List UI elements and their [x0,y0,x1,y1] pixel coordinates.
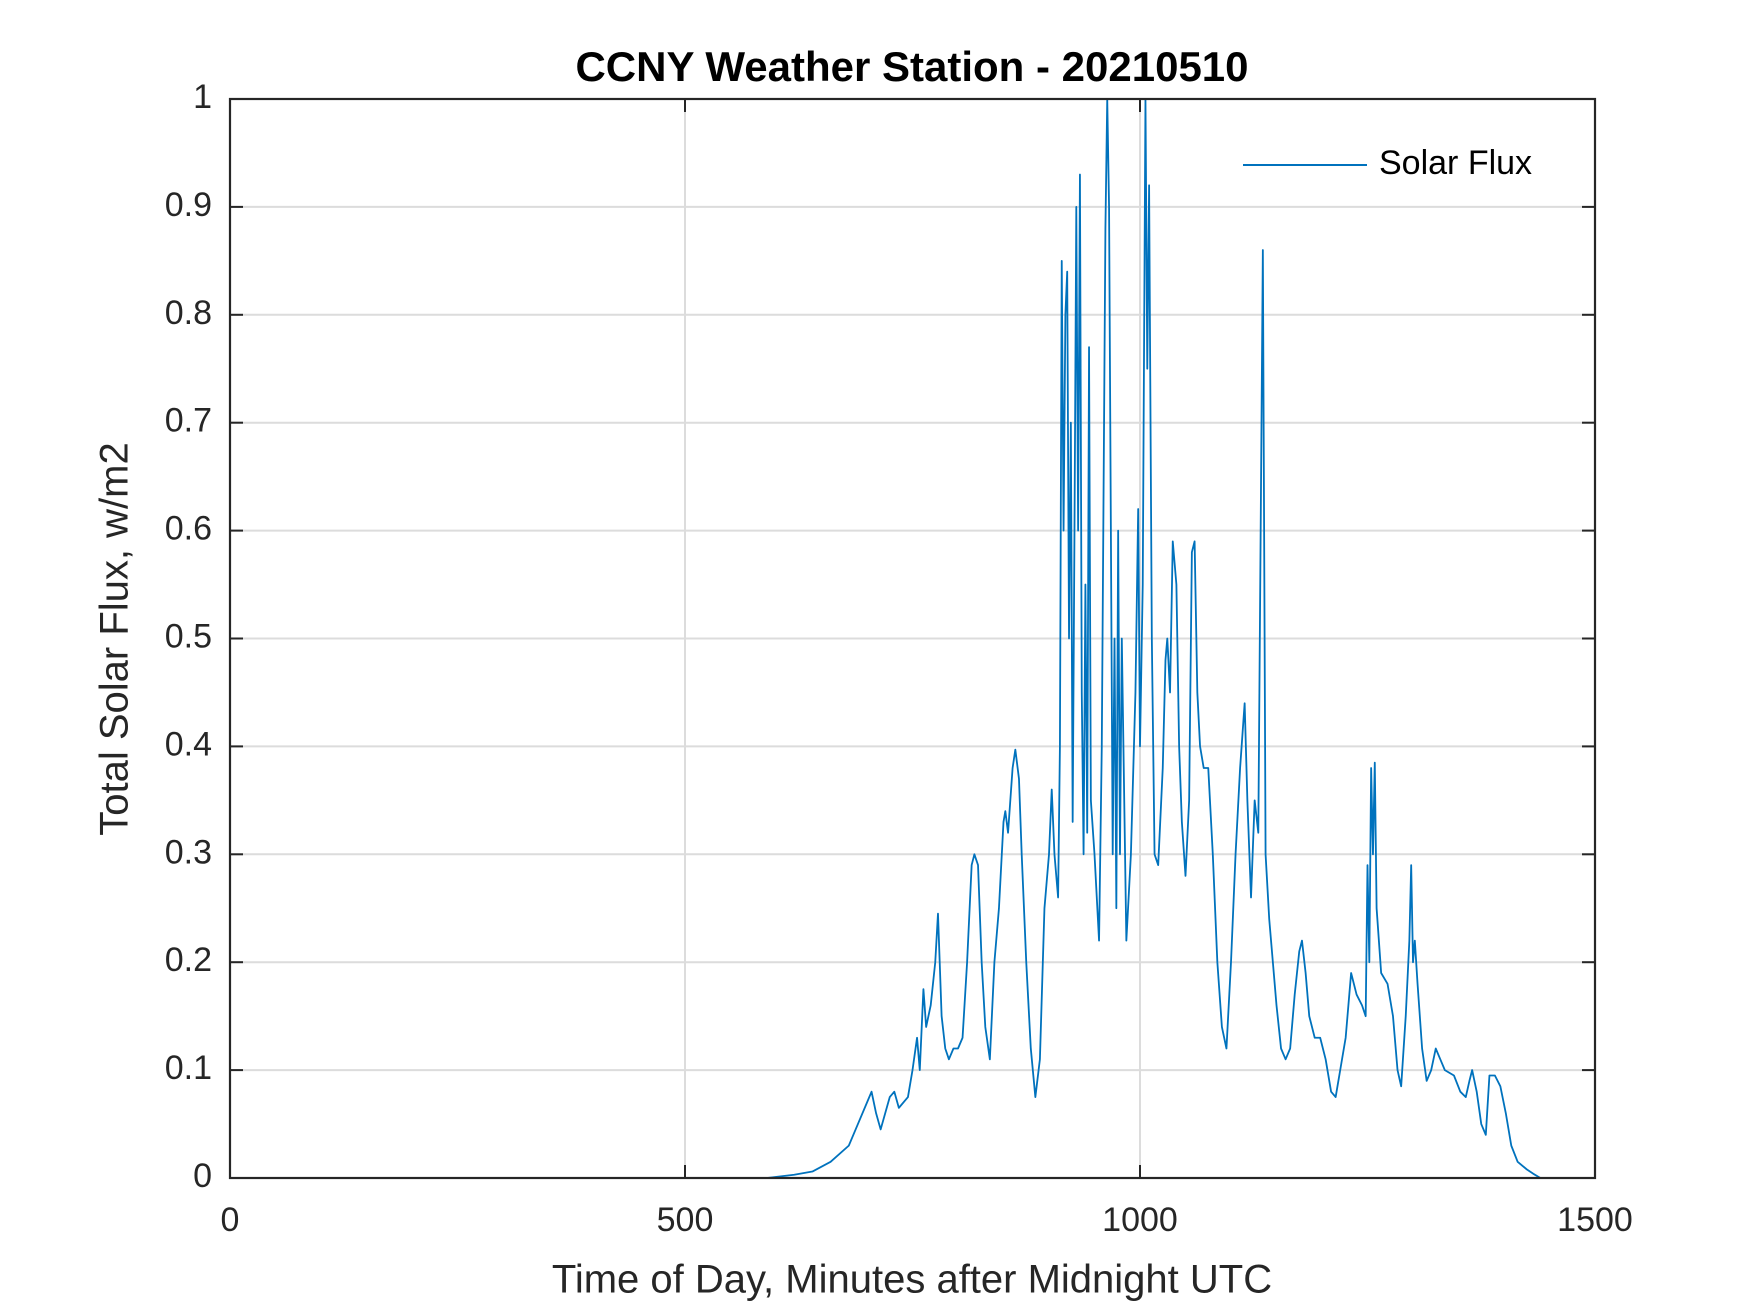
chart-title: CCNY Weather Station - 20210510 [575,43,1248,90]
y-tick-label: 0 [193,1157,212,1195]
y-axis-label: Total Solar Flux, w/m2 [93,442,137,835]
y-tick-label: 0.6 [165,510,212,548]
y-tick-label: 0.5 [165,617,212,655]
axes-box [228,97,1597,1180]
legend-label: Solar Flux [1379,144,1532,182]
y-tick-label: 0.7 [165,402,212,440]
y-tick-label: 0.8 [165,294,212,332]
x-tick-label: 0 [221,1201,240,1239]
x-axis-label: Time of Day, Minutes after Midnight UTC [552,1258,1272,1302]
y-tick-label: 0.2 [165,941,212,979]
y-tick-label: 0.9 [165,186,212,224]
data-line [230,98,1541,1179]
y-tick-label: 0.4 [165,725,212,763]
y-tick-label: 0.1 [165,1049,212,1087]
y-tick-label: 0.3 [165,833,212,871]
x-tick-label: 1000 [1102,1201,1178,1239]
x-tick-label: 500 [657,1201,714,1239]
x-tick-label: 1500 [1557,1201,1633,1239]
y-tick-label: 1 [193,78,212,116]
